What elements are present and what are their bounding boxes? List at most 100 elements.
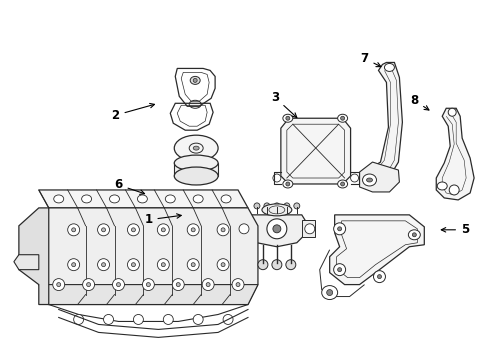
Ellipse shape	[86, 283, 90, 287]
Ellipse shape	[447, 108, 455, 116]
Ellipse shape	[377, 275, 381, 279]
Ellipse shape	[131, 263, 135, 267]
Ellipse shape	[337, 268, 341, 272]
Ellipse shape	[109, 195, 119, 203]
Ellipse shape	[193, 315, 203, 324]
Ellipse shape	[82, 279, 94, 291]
Ellipse shape	[217, 224, 228, 236]
Ellipse shape	[191, 228, 195, 232]
Ellipse shape	[366, 178, 372, 182]
Ellipse shape	[223, 315, 233, 324]
Polygon shape	[174, 163, 218, 176]
Ellipse shape	[163, 315, 173, 324]
Ellipse shape	[221, 263, 224, 267]
Ellipse shape	[98, 224, 109, 236]
Ellipse shape	[217, 259, 228, 271]
Ellipse shape	[161, 228, 165, 232]
Ellipse shape	[337, 180, 347, 188]
Ellipse shape	[350, 174, 358, 182]
Ellipse shape	[81, 195, 91, 203]
Ellipse shape	[262, 204, 291, 216]
Ellipse shape	[142, 279, 154, 291]
Ellipse shape	[206, 283, 210, 287]
Polygon shape	[435, 108, 473, 200]
Ellipse shape	[282, 180, 292, 188]
Ellipse shape	[102, 263, 105, 267]
Ellipse shape	[266, 219, 286, 239]
Ellipse shape	[340, 116, 344, 120]
Ellipse shape	[57, 283, 61, 287]
Ellipse shape	[326, 289, 332, 296]
Ellipse shape	[436, 182, 447, 190]
Ellipse shape	[407, 230, 420, 240]
Ellipse shape	[236, 283, 240, 287]
Ellipse shape	[362, 174, 376, 186]
Ellipse shape	[74, 315, 83, 324]
Ellipse shape	[174, 135, 218, 161]
Ellipse shape	[193, 78, 197, 82]
Ellipse shape	[161, 263, 165, 267]
Text: 4: 4	[0, 359, 1, 360]
Ellipse shape	[333, 264, 345, 276]
Ellipse shape	[337, 227, 341, 231]
Ellipse shape	[239, 224, 248, 234]
Ellipse shape	[333, 223, 345, 235]
Ellipse shape	[282, 114, 292, 122]
Ellipse shape	[72, 263, 76, 267]
Polygon shape	[14, 255, 39, 270]
Ellipse shape	[193, 146, 199, 150]
Ellipse shape	[146, 283, 150, 287]
Ellipse shape	[285, 182, 289, 186]
Ellipse shape	[258, 260, 267, 270]
Polygon shape	[239, 220, 251, 237]
Ellipse shape	[131, 228, 135, 232]
Ellipse shape	[72, 228, 76, 232]
Ellipse shape	[321, 285, 337, 300]
Ellipse shape	[54, 195, 63, 203]
Ellipse shape	[373, 271, 385, 283]
Text: 8: 8	[409, 94, 428, 110]
Ellipse shape	[67, 224, 80, 236]
Ellipse shape	[411, 233, 415, 237]
Ellipse shape	[174, 167, 218, 185]
Ellipse shape	[272, 225, 280, 233]
Ellipse shape	[102, 228, 105, 232]
Text: 2: 2	[111, 103, 154, 122]
Ellipse shape	[98, 259, 109, 271]
Ellipse shape	[176, 283, 180, 287]
Ellipse shape	[127, 224, 139, 236]
Ellipse shape	[304, 224, 314, 234]
Ellipse shape	[253, 203, 260, 209]
Ellipse shape	[116, 283, 120, 287]
Ellipse shape	[53, 279, 64, 291]
Ellipse shape	[191, 263, 195, 267]
Ellipse shape	[337, 114, 347, 122]
Ellipse shape	[187, 259, 199, 271]
Ellipse shape	[190, 76, 200, 84]
Ellipse shape	[137, 195, 147, 203]
Ellipse shape	[264, 203, 269, 209]
Ellipse shape	[272, 174, 280, 182]
Polygon shape	[359, 162, 399, 192]
Polygon shape	[329, 215, 424, 285]
Ellipse shape	[187, 224, 199, 236]
Ellipse shape	[157, 224, 169, 236]
Ellipse shape	[103, 315, 113, 324]
Ellipse shape	[340, 182, 344, 186]
Ellipse shape	[221, 195, 230, 203]
Text: 3: 3	[270, 91, 296, 117]
Text: 7: 7	[360, 52, 380, 67]
Ellipse shape	[293, 203, 299, 209]
Ellipse shape	[384, 63, 394, 71]
Text: 5: 5	[440, 223, 468, 236]
Text: 6: 6	[114, 179, 144, 194]
Ellipse shape	[271, 260, 281, 270]
Ellipse shape	[202, 279, 214, 291]
Ellipse shape	[448, 185, 458, 195]
Ellipse shape	[273, 203, 279, 209]
Ellipse shape	[67, 259, 80, 271]
Ellipse shape	[285, 116, 289, 120]
Ellipse shape	[165, 195, 175, 203]
Ellipse shape	[174, 155, 218, 171]
Ellipse shape	[172, 279, 184, 291]
